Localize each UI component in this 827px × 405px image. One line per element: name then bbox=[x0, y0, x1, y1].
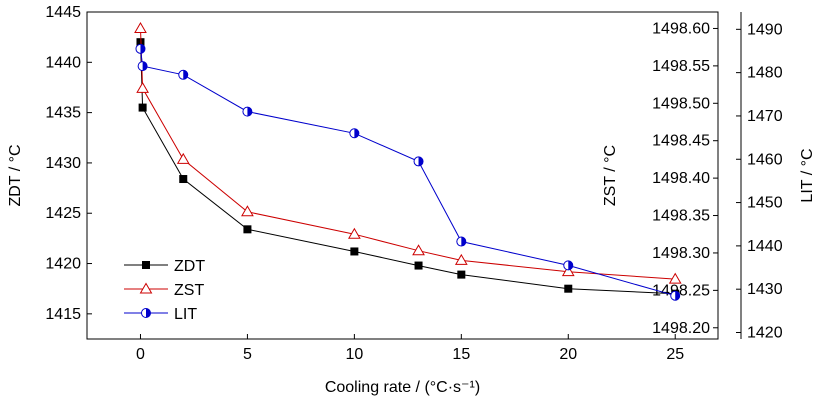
zdt-axis-title: ZDT / °C bbox=[7, 144, 24, 206]
data-point-zdt bbox=[414, 261, 423, 270]
x-tick-label: 15 bbox=[452, 346, 470, 363]
zdt-tick-label: 1420 bbox=[45, 256, 81, 273]
data-point-zst bbox=[136, 81, 149, 93]
zdt-tick-label: 1425 bbox=[45, 205, 81, 222]
zst-tick-label: 1498.20 bbox=[652, 320, 710, 337]
zst-tick-label: 1498.35 bbox=[652, 208, 710, 225]
data-point-lit-fill bbox=[140, 44, 145, 54]
data-point-lit-fill bbox=[247, 107, 252, 117]
x-axis-title: Cooling rate / (°C·s⁻¹) bbox=[325, 379, 480, 396]
data-point-zdt bbox=[564, 284, 573, 293]
data-point-zst bbox=[241, 205, 254, 217]
zdt-tick-label: 1435 bbox=[45, 105, 81, 122]
data-point-lit-fill bbox=[568, 260, 573, 270]
legend-label-lit: LIT bbox=[174, 306, 197, 323]
lit-tick-label: 1480 bbox=[747, 65, 783, 82]
x-tick-label: 20 bbox=[559, 346, 577, 363]
zdt-tick-label: 1415 bbox=[45, 306, 81, 323]
series-line-lit bbox=[140, 48, 676, 297]
data-point-zdt bbox=[179, 175, 188, 184]
plot-frame bbox=[86, 11, 719, 340]
lit-tick-label: 1420 bbox=[747, 325, 783, 342]
legend-label-zst: ZST bbox=[174, 282, 204, 299]
data-point-zdt bbox=[138, 103, 147, 112]
data-point-zdt bbox=[136, 38, 145, 47]
zst-tick-label: 1498.60 bbox=[652, 20, 710, 37]
data-point-zst bbox=[412, 244, 425, 256]
x-tick-label: 25 bbox=[666, 346, 684, 363]
x-tick-label: 0 bbox=[136, 346, 145, 363]
x-tick-label: 10 bbox=[345, 346, 363, 363]
data-point-zst bbox=[668, 272, 682, 284]
zst-tick-label: 1498.25 bbox=[652, 282, 710, 299]
data-point-lit-fill bbox=[142, 61, 148, 71]
data-point-lit-fill bbox=[354, 128, 359, 138]
zst-tick-label: 1498.40 bbox=[652, 170, 710, 187]
lit-axis-title: LIT / °C bbox=[799, 148, 816, 202]
zst-tick-label: 1498.45 bbox=[652, 133, 710, 150]
lit-tick-label: 1450 bbox=[747, 195, 783, 212]
series-line-zdt bbox=[140, 42, 676, 295]
lit-tick-label: 1470 bbox=[747, 108, 783, 125]
data-point-zdt bbox=[243, 225, 252, 234]
lit-tick-label: 1430 bbox=[747, 281, 783, 298]
data-point-lit-fill bbox=[461, 237, 466, 247]
zst-tick-label: 1498.50 bbox=[652, 95, 710, 112]
x-tick-label: 5 bbox=[243, 346, 252, 363]
data-point-zdt bbox=[350, 247, 359, 256]
series-line-zst bbox=[140, 28, 676, 280]
data-point-zst bbox=[134, 21, 147, 33]
zdt-tick-label: 1445 bbox=[45, 4, 81, 21]
lit-tick-label: 1440 bbox=[747, 238, 783, 255]
data-point-zst bbox=[176, 152, 190, 164]
data-point-zst bbox=[454, 253, 468, 265]
data-point-zdt bbox=[457, 270, 466, 279]
zdt-tick-label: 1440 bbox=[45, 54, 81, 71]
lit-tick-label: 1490 bbox=[747, 21, 783, 38]
zst-tick-label: 1498.30 bbox=[652, 245, 710, 262]
legend-marker-zdt bbox=[142, 261, 150, 269]
lit-tick-label: 1460 bbox=[747, 151, 783, 168]
data-point-zst bbox=[561, 265, 575, 277]
data-point-lit-fill bbox=[675, 291, 680, 301]
legend-label-zdt: ZDT bbox=[174, 258, 205, 275]
data-point-lit-fill bbox=[183, 70, 188, 80]
legend-marker-zst bbox=[139, 282, 153, 294]
legend-marker-lit-fill bbox=[146, 308, 151, 318]
zdt-tick-label: 1430 bbox=[45, 155, 81, 172]
zst-axis-title: ZST / °C bbox=[602, 145, 619, 206]
data-point-lit-fill bbox=[418, 156, 424, 166]
zst-tick-label: 1498.55 bbox=[652, 58, 710, 75]
data-point-zst bbox=[348, 227, 361, 239]
